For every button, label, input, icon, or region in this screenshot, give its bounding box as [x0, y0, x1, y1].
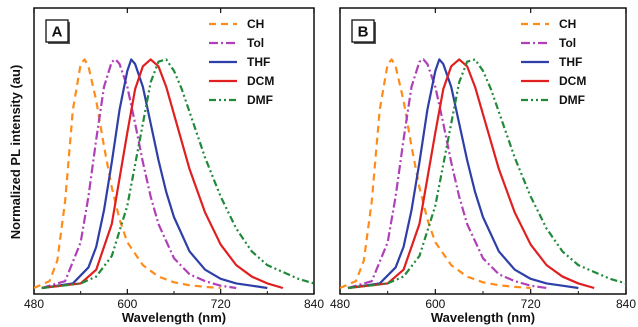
- legend-label-dcm: DCM: [247, 74, 274, 88]
- x-tick-label: 720: [211, 297, 231, 311]
- series-line-dmf: [41, 58, 314, 290]
- series-line-dcm: [41, 58, 284, 290]
- panel-label-box: [45, 19, 69, 43]
- panel-label-box: [351, 19, 375, 43]
- legend-label-thf: THF: [559, 55, 582, 69]
- series-line-ch: [340, 58, 531, 290]
- series-line-dcm: [347, 58, 595, 290]
- legend-label-tol: Tol: [247, 36, 264, 50]
- x-tick-label: 720: [521, 297, 541, 311]
- series-line-ch: [34, 58, 221, 290]
- x-tick-label: 600: [117, 297, 137, 311]
- series-line-dmf: [347, 58, 626, 290]
- x-tick-label: 600: [425, 297, 445, 311]
- series-line-thf: [41, 58, 268, 290]
- legend-label-dmf: DMF: [247, 93, 273, 107]
- x-axis-title: Wavelength (nm): [431, 310, 535, 325]
- legend-label-ch: CH: [559, 17, 576, 31]
- x-axis-title: Wavelength (nm): [122, 310, 226, 325]
- legend-label-tol: Tol: [559, 36, 576, 50]
- series-line-tol: [347, 58, 547, 290]
- y-axis-title: Normalized PL intensity (au): [8, 65, 23, 240]
- x-tick-label: 840: [616, 297, 636, 311]
- x-tick-label: 480: [24, 297, 44, 311]
- legend-label-dcm: DCM: [559, 74, 586, 88]
- legend-label-thf: THF: [247, 55, 270, 69]
- panel-label: B: [358, 24, 369, 41]
- legend-label-dmf: DMF: [559, 93, 585, 107]
- panel-label: A: [52, 24, 63, 41]
- panel-a: 480 600 720 840 Wavelength (nm) A CH Tol THF DCM D…: [24, 7, 324, 325]
- series-line-tol: [41, 58, 237, 290]
- legend-label-ch: CH: [247, 17, 264, 31]
- series-line-thf: [347, 58, 579, 290]
- x-tick-label: 840: [304, 297, 324, 311]
- x-tick-label: 480: [330, 297, 350, 311]
- panel-b: 480 600 720 840 Wavelength (nm) B CH Tol THF DCM D…: [330, 7, 636, 325]
